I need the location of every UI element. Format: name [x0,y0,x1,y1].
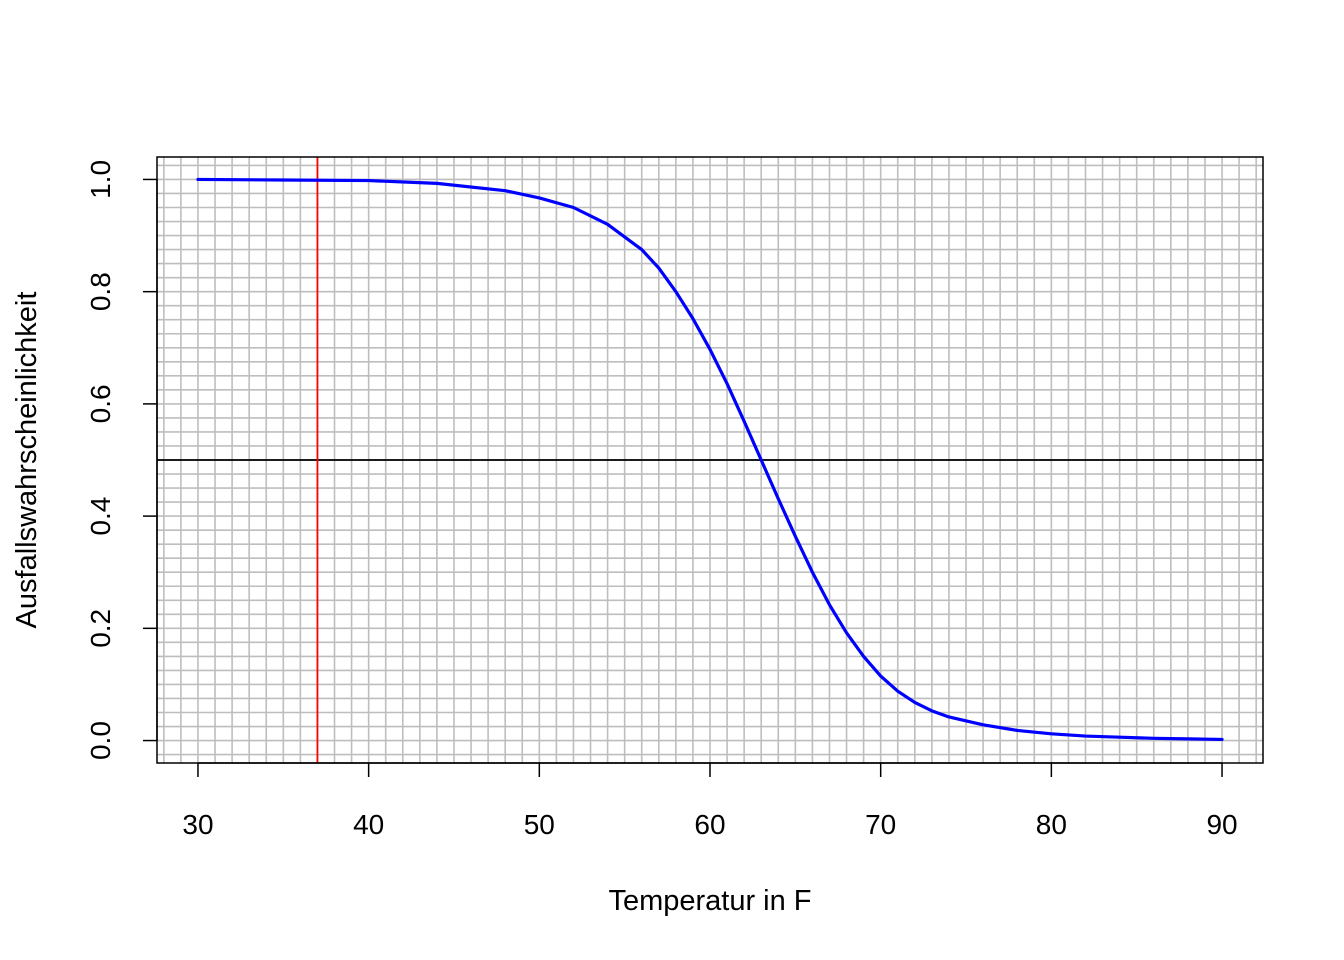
y-tick-label: 0.0 [85,721,116,760]
x-tick-label: 60 [694,809,725,840]
y-tick-label: 0.6 [85,384,116,423]
x-tick-label: 70 [865,809,896,840]
x-axis: 30 40 50 60 70 80 90 [182,762,1238,840]
y-tick-label: 0.2 [85,609,116,648]
y-tick-label: 0.8 [85,272,116,311]
x-tick-label: 50 [524,809,555,840]
series-line [196,177,1224,742]
x-tick-label: 80 [1036,809,1067,840]
x-axis-label: Temperatur in F [608,885,811,917]
x-tick-label: 40 [353,809,384,840]
y-tick-label: 0.4 [85,497,116,536]
x-tick-label: 90 [1206,809,1237,840]
x-tick-label: 30 [182,809,213,840]
y-axis-label: Ausfallswahrscheinlichkeit [11,292,43,629]
y-tick-label: 1.0 [85,160,116,199]
y-axis: 0.0 0.2 0.4 0.6 0.8 1.0 [85,160,158,760]
reference-lines [157,157,1263,763]
